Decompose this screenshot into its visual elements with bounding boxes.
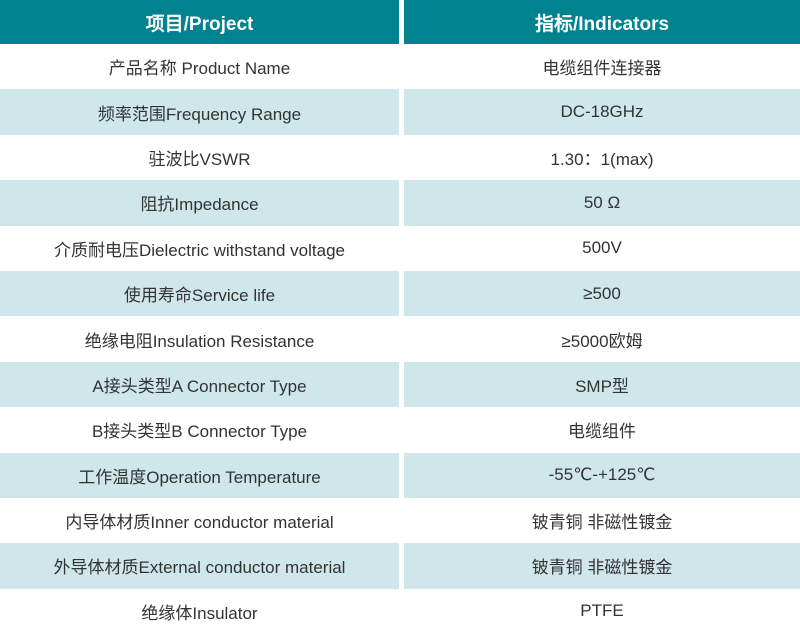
table-row: 绝缘电阻Insulation Resistance ≥5000欧姆 <box>0 316 800 362</box>
table-row: 使用寿命Service life ≥500 <box>0 270 800 317</box>
indicator-cell: 50 Ω <box>404 180 800 226</box>
table-row: 介质耐电压Dielectric withstand voltage 500V <box>0 225 800 271</box>
project-cell: 驻波比VSWR <box>0 134 399 181</box>
table-row: A接头类型A Connector Type SMP型 <box>0 361 800 408</box>
column-divider <box>399 497 404 544</box>
indicator-cell: -55℃-+125℃ <box>404 452 800 498</box>
project-cell: 产品名称 Product Name <box>0 44 399 90</box>
column-divider <box>399 0 404 44</box>
column-divider <box>399 44 404 90</box>
indicator-cell: DC-18GHz <box>404 89 800 135</box>
table-body: 产品名称 Product Name 电缆组件连接器 频率范围Frequency Ra… <box>0 44 800 634</box>
table-row: 阻抗Impedance 50 Ω <box>0 180 800 226</box>
header-project: 项目/Project <box>0 0 399 44</box>
column-divider <box>399 452 404 498</box>
table-row: 外导体材质External conductor material 铍青铜 非磁性镀… <box>0 543 800 589</box>
column-divider <box>399 89 404 135</box>
table-row: B接头类型B Connector Type 电缆组件 <box>0 407 800 453</box>
column-divider <box>399 225 404 271</box>
project-cell: 频率范围Frequency Range <box>0 89 399 135</box>
table-row: 驻波比VSWR 1.30：1(max) <box>0 134 800 181</box>
table-row: 内导体材质Inner conductor material 铍青铜 非磁性镀金 <box>0 497 800 544</box>
table-row: 产品名称 Product Name 电缆组件连接器 <box>0 44 800 90</box>
column-divider <box>399 316 404 362</box>
project-cell: 使用寿命Service life <box>0 270 399 317</box>
table-header-row: 项目/Project 指标/Indicators <box>0 0 800 44</box>
column-divider <box>399 270 404 317</box>
project-cell: 工作温度Operation Temperature <box>0 452 399 498</box>
column-divider <box>399 134 404 181</box>
column-divider <box>399 543 404 589</box>
indicator-cell: 铍青铜 非磁性镀金 <box>404 543 800 589</box>
column-divider <box>399 180 404 226</box>
project-cell: 阻抗Impedance <box>0 180 399 226</box>
table-row: 工作温度Operation Temperature -55℃-+125℃ <box>0 452 800 498</box>
table-row: 频率范围Frequency Range DC-18GHz <box>0 89 800 135</box>
column-divider <box>399 407 404 453</box>
indicator-cell: PTFE <box>404 588 800 634</box>
project-cell: 内导体材质Inner conductor material <box>0 497 399 544</box>
indicator-cell: 500V <box>404 225 800 271</box>
column-divider <box>399 588 404 634</box>
indicator-cell: 电缆组件 <box>404 407 800 453</box>
table-row: 绝缘体Insulator PTFE <box>0 588 800 634</box>
indicator-cell: 1.30：1(max) <box>404 134 800 181</box>
indicator-cell: 电缆组件连接器 <box>404 44 800 90</box>
indicator-cell: 铍青铜 非磁性镀金 <box>404 497 800 544</box>
project-cell: 绝缘体Insulator <box>0 588 399 634</box>
indicator-cell: ≥500 <box>404 270 800 317</box>
indicator-cell: ≥5000欧姆 <box>404 316 800 362</box>
indicator-cell: SMP型 <box>404 361 800 408</box>
project-cell: 介质耐电压Dielectric withstand voltage <box>0 225 399 271</box>
column-divider <box>399 361 404 408</box>
project-cell: 绝缘电阻Insulation Resistance <box>0 316 399 362</box>
project-cell: B接头类型B Connector Type <box>0 407 399 453</box>
header-indicators: 指标/Indicators <box>404 0 800 44</box>
project-cell: 外导体材质External conductor material <box>0 543 399 589</box>
project-cell: A接头类型A Connector Type <box>0 361 399 408</box>
